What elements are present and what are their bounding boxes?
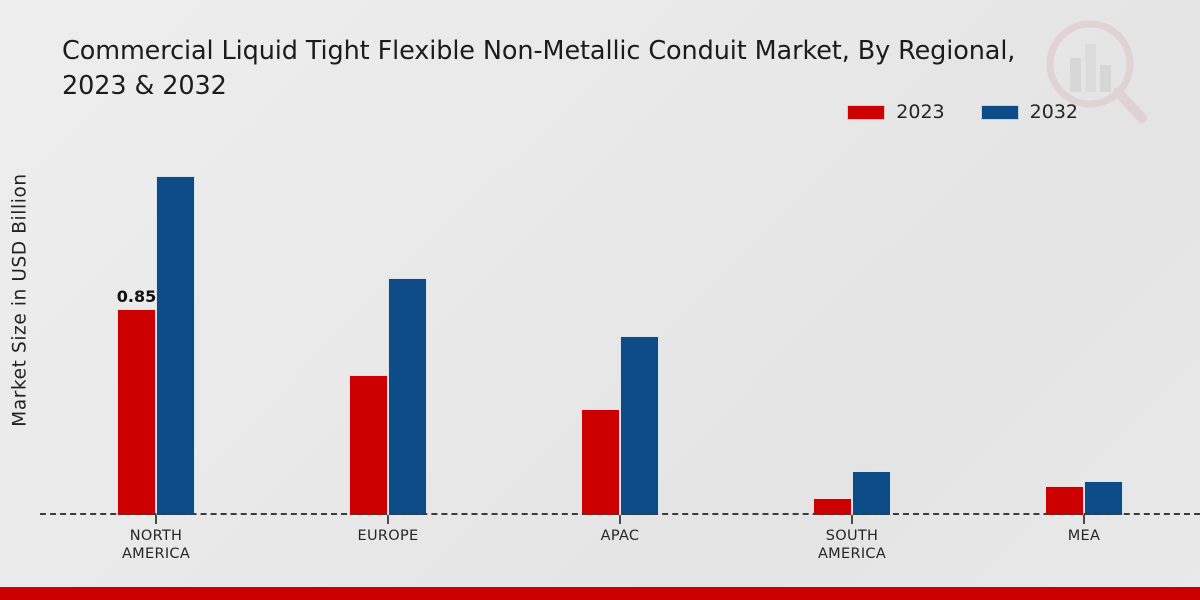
tick-mark-icon: [1083, 515, 1085, 524]
x-tick-europe: EUROPE: [272, 515, 504, 585]
bar-2032-north-america[interactable]: [156, 176, 195, 515]
bar-2032-europe[interactable]: [388, 277, 427, 515]
x-tick-south-america: SOUTH AMERICA: [736, 515, 968, 585]
y-axis-title: Market Size in USD Billion: [0, 0, 40, 600]
bars-layer: 0.85: [40, 140, 1200, 515]
legend-label-2032: 2032: [1029, 101, 1078, 123]
legend-item-2023[interactable]: 2023: [847, 101, 945, 123]
bar-value-label: 0.85: [116, 287, 157, 307]
footer-bar: [0, 587, 1200, 600]
x-tick-label: APAC: [600, 528, 640, 544]
legend-item-2032[interactable]: 2032: [980, 101, 1078, 123]
tick-mark-icon: [155, 515, 157, 524]
bar-group-mea: [968, 140, 1200, 515]
x-tick-north-america: NORTH AMERICA: [40, 515, 272, 585]
legend-label-2023: 2023: [896, 101, 945, 123]
tick-mark-icon: [851, 515, 853, 524]
x-axis-labels: NORTH AMERICA EUROPE APAC SOUTH AMERICA …: [40, 515, 1200, 585]
x-tick-label: NORTH AMERICA: [121, 528, 191, 563]
chart-title: Commercial Liquid Tight Flexible Non-Met…: [62, 36, 1016, 101]
x-tick-label: SOUTH AMERICA: [817, 528, 887, 563]
bar-2023-europe[interactable]: [349, 374, 388, 515]
x-tick-label: EUROPE: [357, 528, 419, 544]
legend-swatch-2023: [847, 105, 886, 120]
plot-area: 0.85: [40, 140, 1200, 515]
bar-group-europe: [272, 140, 504, 515]
y-axis-title-label: Market Size in USD Billion: [9, 173, 31, 427]
bar-group-south-america: [736, 140, 968, 515]
bar-2032-south-america[interactable]: [852, 471, 891, 515]
x-tick-label: MEA: [1067, 528, 1101, 544]
x-tick-apac: APAC: [504, 515, 736, 585]
tick-mark-icon: [387, 515, 389, 524]
chart-legend: 2023 2032: [847, 103, 1078, 122]
bar-2023-apac[interactable]: [581, 408, 620, 515]
bar-2032-mea[interactable]: [1084, 481, 1123, 515]
bar-group-apac: [504, 140, 736, 515]
bar-2032-apac[interactable]: [620, 335, 659, 515]
bar-group-north-america: 0.85: [40, 140, 272, 515]
bar-2023-mea[interactable]: [1045, 485, 1084, 515]
bar-2023-south-america[interactable]: [813, 498, 852, 515]
bar-2023-north-america[interactable]: 0.85: [117, 287, 156, 515]
x-tick-mea: MEA: [968, 515, 1200, 585]
tick-mark-icon: [619, 515, 621, 524]
legend-swatch-2032: [980, 105, 1019, 120]
x-axis-baseline: [40, 513, 1200, 515]
